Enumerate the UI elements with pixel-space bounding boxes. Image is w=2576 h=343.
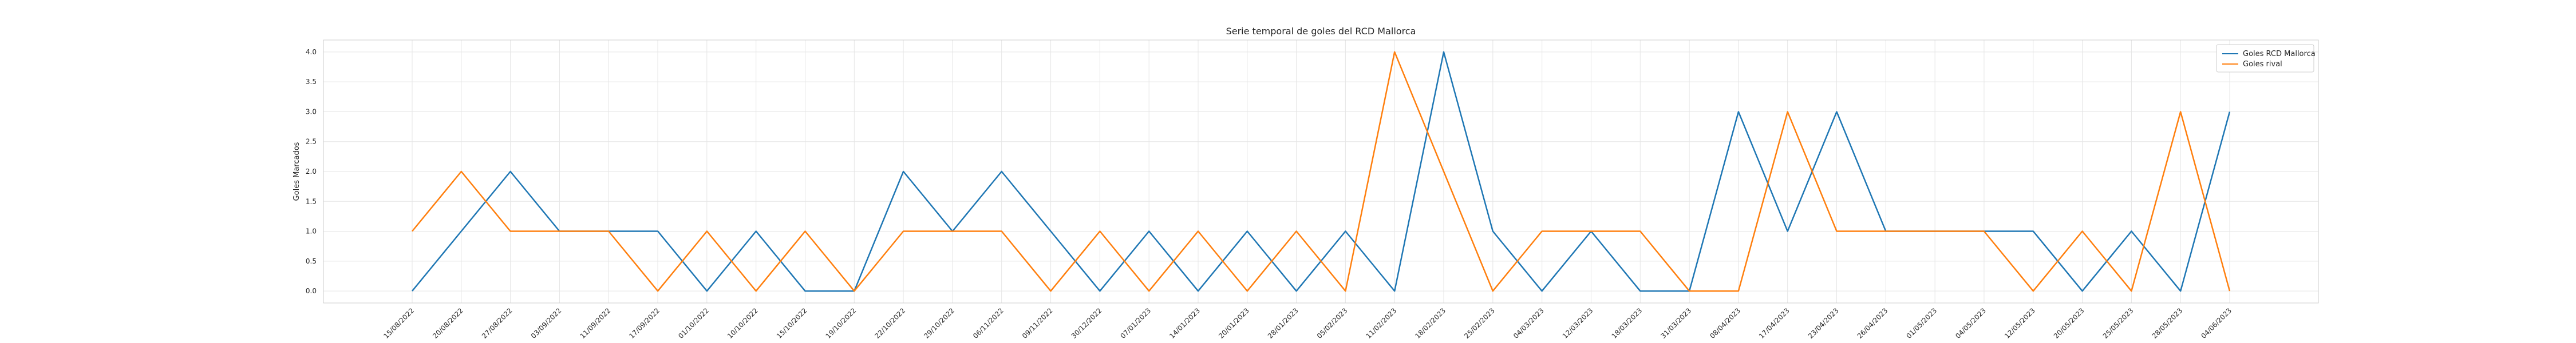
y-tick-label: 0.0 — [306, 287, 317, 295]
series-layer — [412, 51, 2231, 292]
y-tick-label: 3.5 — [306, 78, 317, 86]
y-tick-labels: 0.0 0.5 1.0 1.5 2.0 2.5 3.0 3.5 4.0 — [306, 48, 317, 295]
legend: Goles RCD Mallorca Goles rival — [2216, 44, 2316, 73]
y-tick-label: 1.0 — [306, 228, 317, 236]
series-line-rival — [412, 51, 2231, 292]
y-tick-label: 2.5 — [306, 138, 317, 146]
y-tick-label: 4.0 — [306, 48, 317, 56]
legend-box — [2216, 44, 2314, 73]
y-axis-label: Goles Marcados — [293, 142, 301, 201]
plot-frame — [323, 39, 2319, 304]
y-tick-label: 2.0 — [306, 167, 317, 176]
chart-title: Serie temporal de goles del RCD Mallorca — [1226, 26, 1416, 37]
legend-label-rival: Goles rival — [2243, 60, 2282, 69]
y-tick-label: 3.0 — [306, 107, 317, 115]
y-tick-label: 1.5 — [306, 197, 317, 205]
legend-label-mallorca: Goles RCD Mallorca — [2243, 50, 2316, 58]
y-tick-label: 0.5 — [306, 257, 317, 265]
